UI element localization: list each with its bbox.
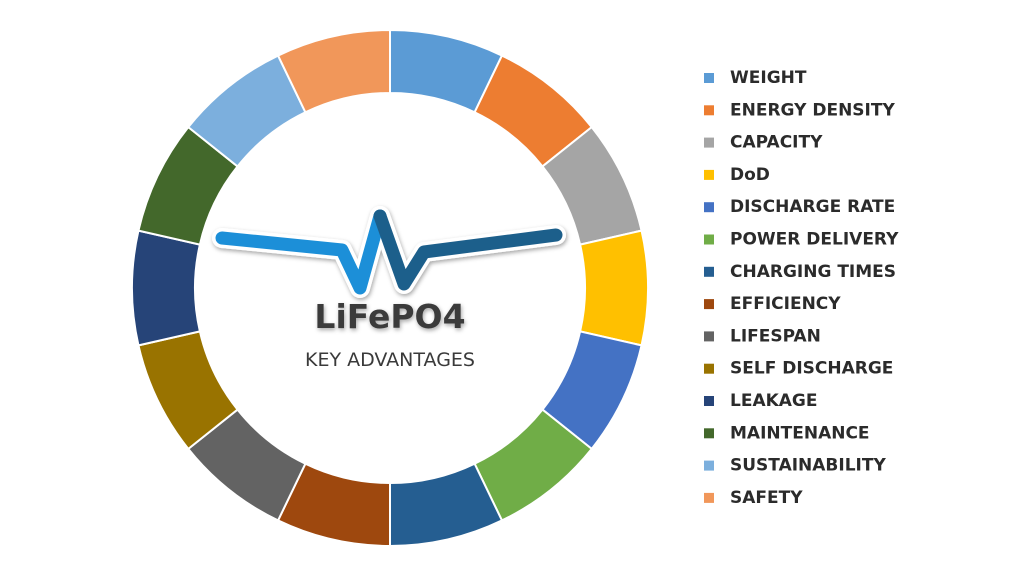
legend-swatch — [704, 363, 714, 374]
donut-ring — [131, 28, 649, 548]
legend-swatch — [704, 460, 714, 471]
legend-swatch — [704, 299, 714, 310]
legend-swatch — [704, 73, 714, 83]
legend-swatch — [704, 396, 714, 406]
donut-segment — [578, 229, 649, 347]
legend-swatch — [704, 492, 714, 503]
legend-label: MAINTENANCE — [730, 423, 870, 443]
donut-segment — [131, 229, 202, 347]
legend-swatch — [704, 137, 714, 148]
legend-swatch — [704, 266, 714, 277]
legend-label: SAFETY — [730, 488, 803, 508]
legend-label: SELF DISCHARGE — [730, 359, 893, 379]
heartbeat-logo — [212, 206, 566, 298]
legend-label: LEAKAGE — [730, 391, 818, 411]
donut-segment — [276, 28, 391, 114]
legend-swatch — [704, 202, 714, 213]
legend-swatch — [704, 428, 714, 439]
legend-label: CHARGING TIMES — [730, 262, 896, 282]
legend-label: CAPACITY — [730, 133, 823, 153]
legend-label: SUSTAINABILITY — [730, 456, 886, 476]
legend-swatch — [704, 105, 714, 116]
chart-subtitle: KEY ADVANTAGES — [305, 349, 475, 371]
legend-label: ENERGY DENSITY — [730, 100, 895, 120]
chart-title: LiFePO4 — [314, 297, 465, 336]
legend-label: LIFESPAN — [730, 326, 821, 346]
legend-swatch — [704, 234, 714, 245]
legend-label: DoD — [730, 165, 770, 185]
legend-label: EFFICIENCY — [730, 294, 841, 314]
legend-label: DISCHARGE RATE — [730, 197, 895, 217]
legend: WEIGHT ENERGY DENSITY CAPACITY DoD DISCHARGE… — [704, 68, 899, 508]
legend-label: POWER DELIVERY — [730, 230, 899, 250]
legend-swatch — [704, 169, 714, 180]
legend-label: WEIGHT — [730, 68, 807, 88]
legend-swatch — [704, 331, 714, 342]
